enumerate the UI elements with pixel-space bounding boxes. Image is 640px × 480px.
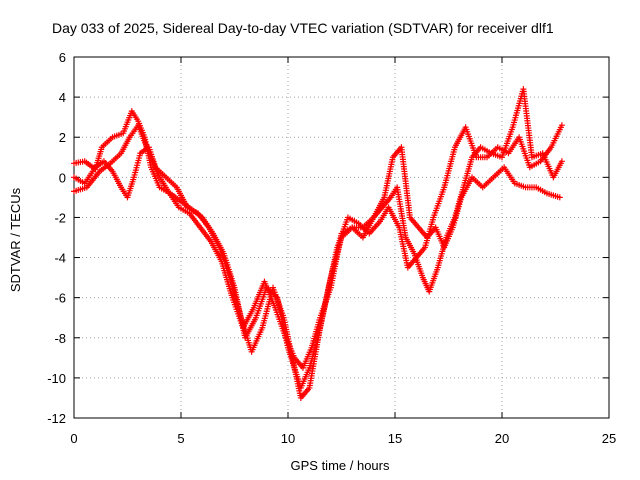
data-point xyxy=(558,122,565,129)
y-tick-label: -4 xyxy=(54,251,66,266)
x-tick-label: 20 xyxy=(495,431,509,446)
y-tick-label: -12 xyxy=(47,411,66,426)
y-tick-label: 0 xyxy=(59,170,66,185)
y-tick-label: 4 xyxy=(59,90,66,105)
y-tick-label: 2 xyxy=(59,130,66,145)
series-group xyxy=(71,86,565,401)
x-axis-label: GPS time / hours xyxy=(291,458,390,473)
x-tick-label: 15 xyxy=(388,431,402,446)
chart-title: Day 033 of 2025, Sidereal Day-to-day VTE… xyxy=(52,20,554,36)
grid xyxy=(74,57,609,418)
data-point xyxy=(556,194,563,201)
series-2 xyxy=(71,86,565,401)
x-tick-label: 25 xyxy=(602,431,616,446)
data-point xyxy=(558,158,565,165)
y-axis-label: SDTVAR / TECUs xyxy=(8,187,23,292)
y-tick-label: -10 xyxy=(47,371,66,386)
y-ticks: -12 -10 -8 -6 -4 -2 0 2 4 6 xyxy=(47,50,609,426)
plot-frame xyxy=(73,56,610,419)
x-tick-label: 10 xyxy=(281,431,295,446)
y-tick-label: -2 xyxy=(54,210,66,225)
x-tick-label: 0 xyxy=(70,431,77,446)
y-tick-label: -8 xyxy=(54,331,66,346)
series-3 xyxy=(71,144,563,371)
y-tick-label: -6 xyxy=(54,291,66,306)
x-tick-label: 5 xyxy=(177,431,184,446)
x-ticks: 0 5 10 15 20 25 xyxy=(70,57,616,446)
y-tick-label: 6 xyxy=(59,50,66,65)
